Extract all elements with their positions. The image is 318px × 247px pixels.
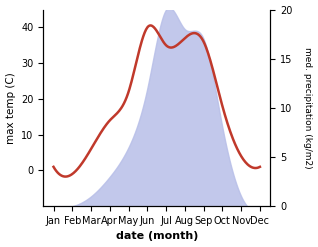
- Y-axis label: med. precipitation (kg/m2): med. precipitation (kg/m2): [303, 47, 313, 169]
- Y-axis label: max temp (C): max temp (C): [5, 72, 16, 144]
- X-axis label: date (month): date (month): [115, 231, 198, 242]
